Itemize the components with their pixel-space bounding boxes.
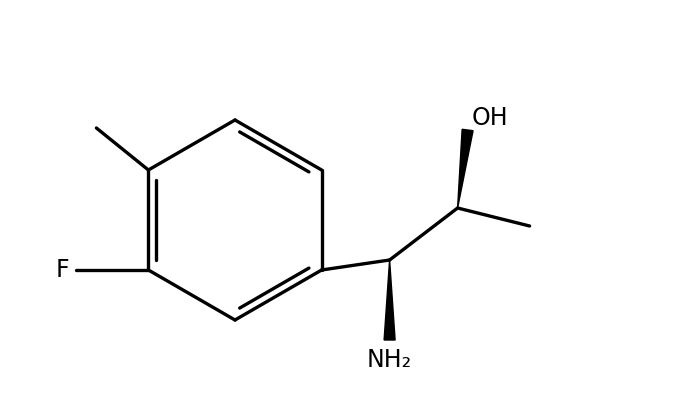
Text: OH: OH [471, 106, 508, 130]
Text: NH₂: NH₂ [367, 348, 412, 372]
Polygon shape [384, 260, 395, 340]
Text: F: F [56, 258, 69, 282]
Polygon shape [458, 129, 473, 208]
